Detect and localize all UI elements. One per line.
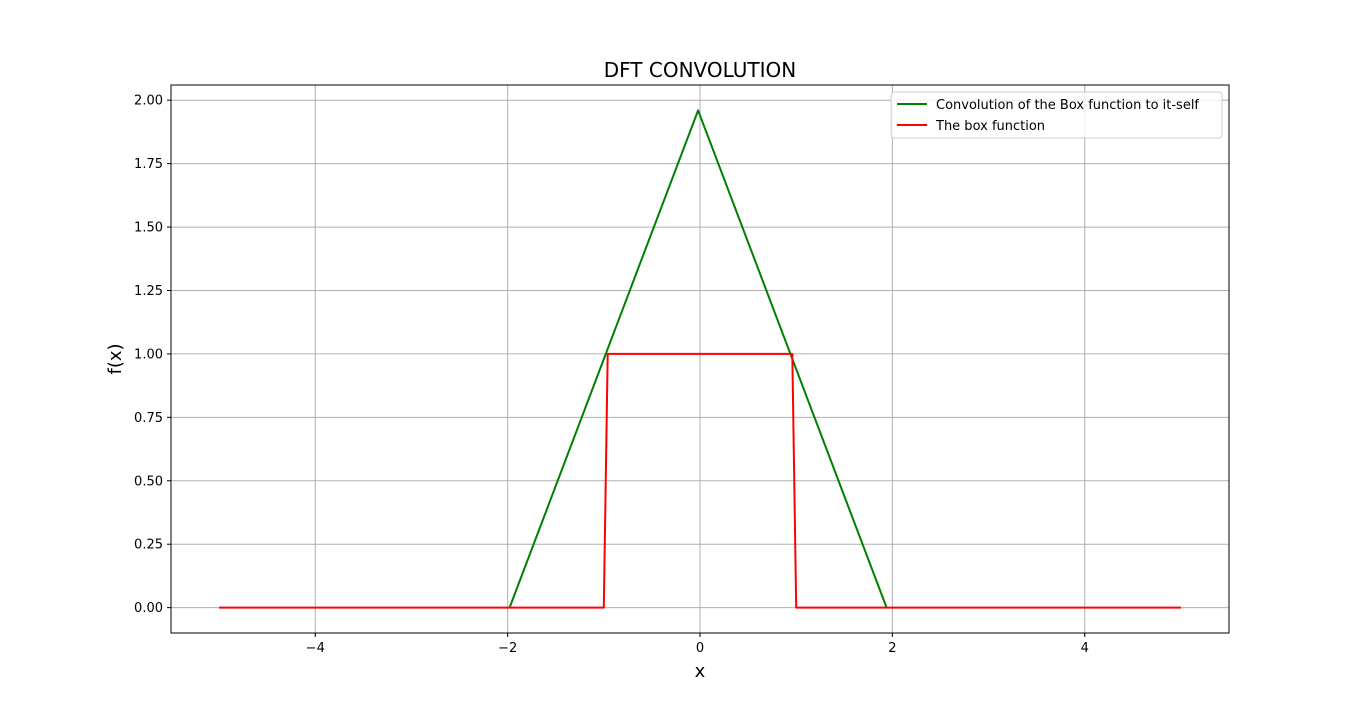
x-tick-label: −4 <box>306 641 325 656</box>
y-tick-label: 1.25 <box>134 284 163 299</box>
series-layer <box>219 109 1181 609</box>
y-tick-label: 1.00 <box>134 347 163 362</box>
y-tick-label: 2.00 <box>134 94 163 109</box>
y-tick-label: 0.50 <box>134 474 163 489</box>
x-tick-label: −2 <box>498 641 517 656</box>
legend: Convolution of the Box function to it-se… <box>890 91 1223 139</box>
chart-title: DFT CONVOLUTION <box>604 58 796 82</box>
x-tick-label: 0 <box>696 641 704 656</box>
x-tick-label: 2 <box>888 641 896 656</box>
legend-box <box>890 91 1223 139</box>
y-tick-label: 1.50 <box>134 221 163 236</box>
y-axis-label: f(x) <box>105 343 126 374</box>
convolution-line <box>508 109 888 608</box>
y-tick-label: 0.75 <box>134 411 163 426</box>
x-tick-label: 4 <box>1081 641 1089 656</box>
ticks: −4 −2 0 2 4 0.00 0.25 0.50 0.75 1.00 1.25 1.50 1.75 2… <box>134 94 1089 656</box>
x-axis-label: x <box>695 661 706 682</box>
y-tick-label: 0.00 <box>134 601 163 616</box>
y-tick-label: 0.25 <box>134 538 163 553</box>
y-tick-label: 1.75 <box>134 157 163 172</box>
legend-label-convolution: Convolution of the Box function to it-se… <box>936 98 1199 113</box>
legend-label-box-function: The box function <box>935 119 1045 134</box>
box-function-line <box>219 352 1181 609</box>
